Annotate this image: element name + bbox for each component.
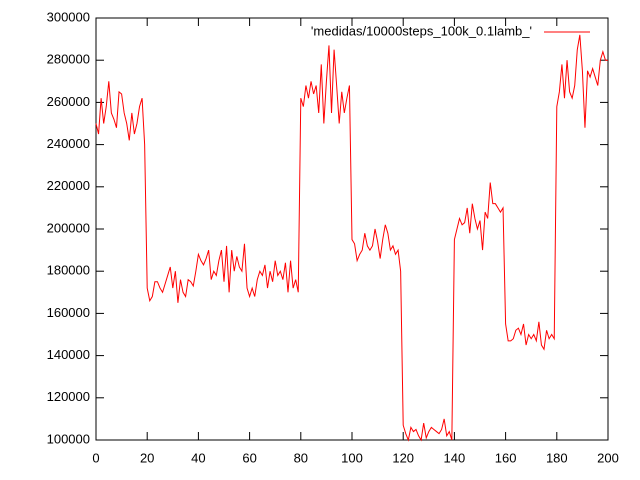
- y-tick-label: 260000: [47, 94, 90, 109]
- y-tick-label: 200000: [47, 220, 90, 235]
- x-tick-label: 40: [191, 450, 205, 465]
- y-tick-label: 240000: [47, 136, 90, 151]
- x-tick-label: 80: [294, 450, 308, 465]
- y-tick-label: 100000: [47, 431, 90, 446]
- x-tick-label: 160: [495, 450, 517, 465]
- x-tick-label: 180: [546, 450, 568, 465]
- x-tick-label: 0: [92, 450, 99, 465]
- y-tick-label: 220000: [47, 178, 90, 193]
- data-line: [95, 34, 608, 442]
- x-tick-label: 60: [242, 450, 256, 465]
- x-tick-label: 200: [597, 450, 619, 465]
- legend-label: 'medidas/10000steps_100k_0.1lamb_': [311, 23, 532, 38]
- y-tick-label: 140000: [47, 347, 90, 362]
- y-tick-label: 160000: [47, 305, 90, 320]
- y-tick-label: 180000: [47, 263, 90, 278]
- x-tick-label: 140: [444, 450, 466, 465]
- y-tick-label: 280000: [47, 52, 90, 67]
- y-tick-label: 300000: [47, 9, 90, 24]
- x-tick-label: 20: [140, 450, 154, 465]
- x-tick-label: 100: [341, 450, 363, 465]
- x-tick-label: 120: [392, 450, 414, 465]
- y-tick-label: 120000: [47, 389, 90, 404]
